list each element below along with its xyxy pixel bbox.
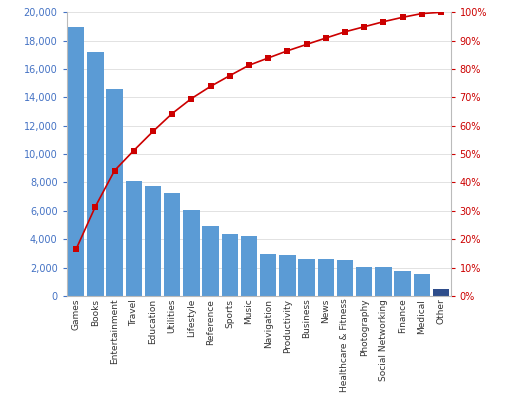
Bar	[433, 289, 449, 296]
Bar	[87, 52, 103, 296]
Bar	[298, 259, 315, 296]
Bar	[145, 186, 161, 296]
Bar	[241, 236, 257, 296]
Bar	[164, 193, 180, 296]
Bar	[183, 210, 200, 296]
Bar	[356, 267, 372, 296]
Bar	[222, 234, 238, 296]
Bar	[375, 267, 392, 296]
Bar	[279, 255, 295, 296]
Bar	[317, 259, 334, 296]
Bar	[68, 26, 84, 296]
Bar	[337, 260, 353, 296]
Bar	[202, 226, 219, 296]
Bar	[414, 275, 430, 296]
Bar	[260, 254, 276, 296]
Bar	[125, 181, 142, 296]
Bar	[394, 271, 411, 296]
Bar	[106, 89, 123, 296]
